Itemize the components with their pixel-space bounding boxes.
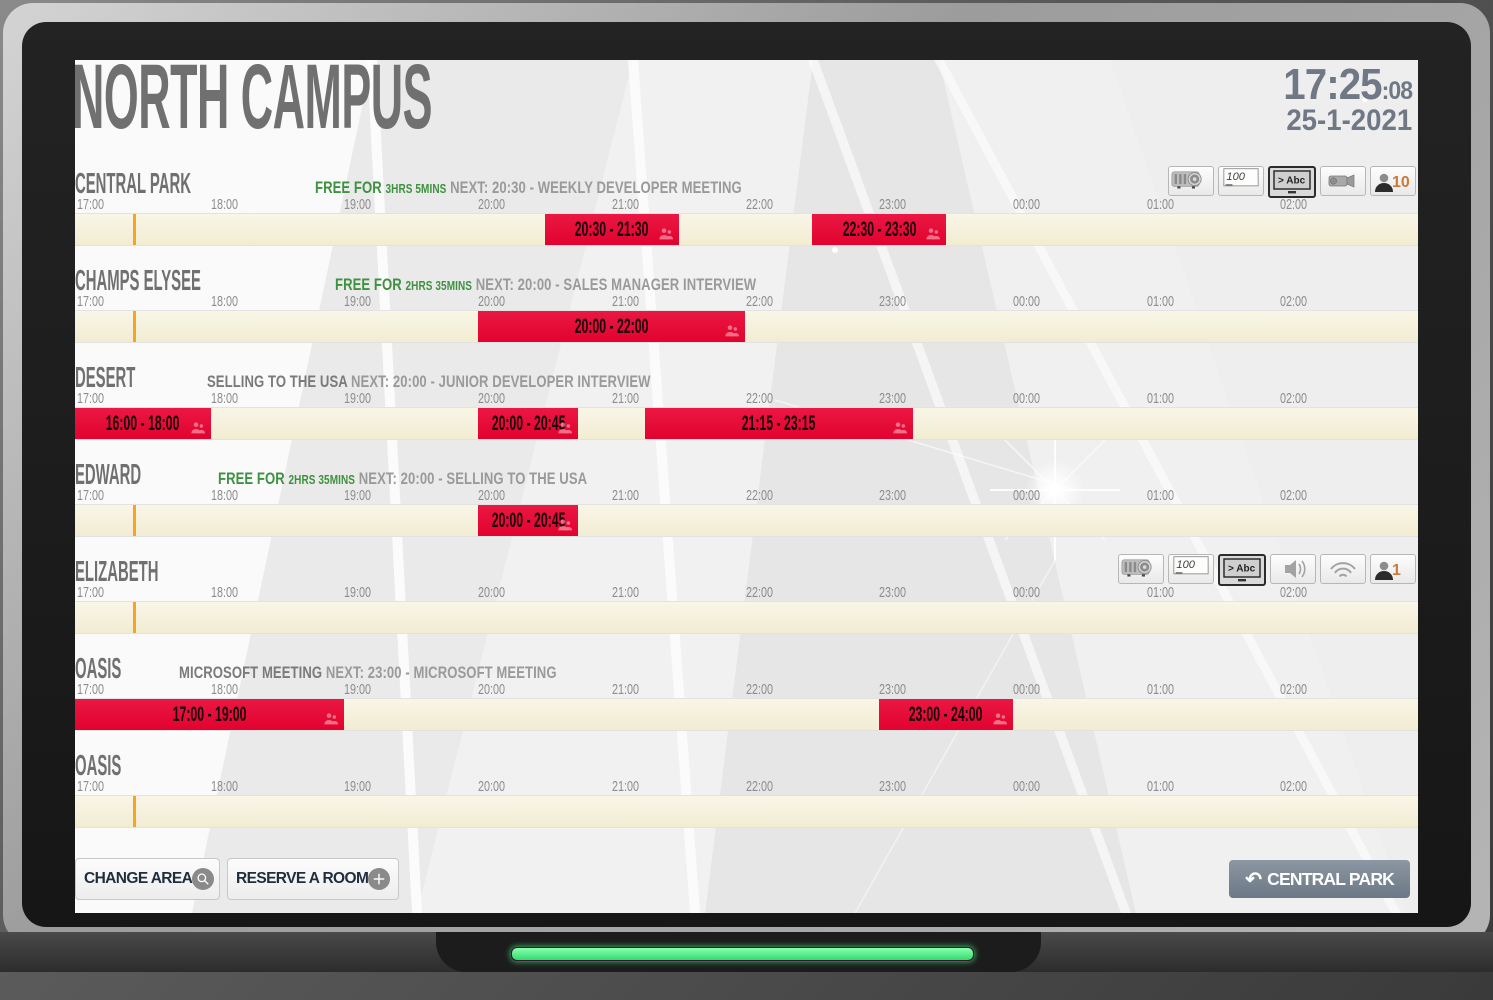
- svg-text:100: 100: [1176, 559, 1195, 571]
- svg-text:1: 1: [1392, 562, 1401, 579]
- svg-text:> Abc: > Abc: [1278, 176, 1306, 187]
- svg-text:100: 100: [1226, 171, 1245, 183]
- svg-text:> Abc: > Abc: [1228, 564, 1256, 575]
- svg-text:10: 10: [1392, 174, 1410, 191]
